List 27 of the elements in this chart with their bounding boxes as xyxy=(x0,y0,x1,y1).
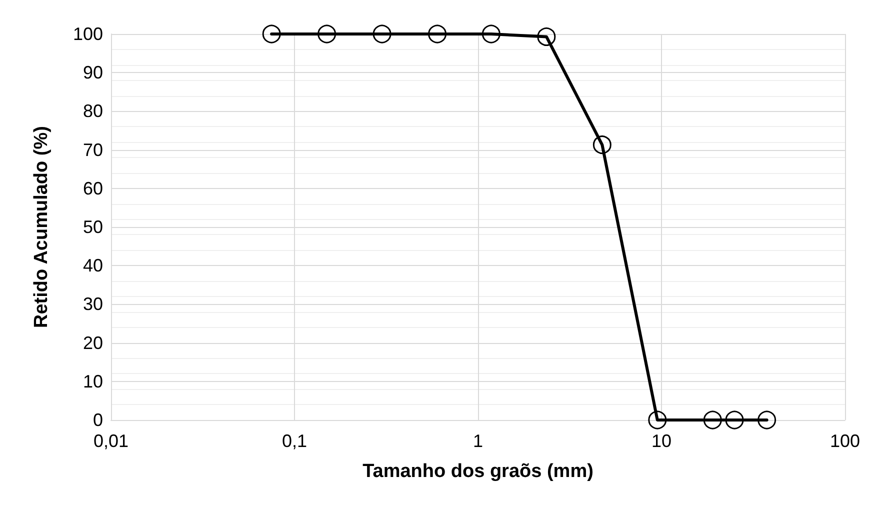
point xyxy=(318,24,336,44)
x-tick-label: 0,01 xyxy=(93,431,129,451)
point xyxy=(648,410,667,430)
x-axis-title: Tamanho dos graõs (mm) xyxy=(362,461,594,482)
point xyxy=(592,136,612,154)
point xyxy=(703,410,722,430)
x-tick-label: 0,1 xyxy=(282,431,308,451)
x-tick-label: 1 xyxy=(472,431,483,451)
y-tick-label: 20 xyxy=(82,332,103,353)
y-tick-label: 50 xyxy=(82,217,103,237)
y-tick-label: 90 xyxy=(82,62,103,83)
y-tick-label: 40 xyxy=(82,256,103,276)
y-tick-label: 100 xyxy=(72,24,103,44)
y-axis-title: Retido Acumulado (%) xyxy=(31,126,52,328)
y-tick-label: 60 xyxy=(82,178,103,198)
x-tick-label: 10 xyxy=(651,431,672,451)
y-tick-label: 70 xyxy=(82,140,103,160)
point xyxy=(262,24,281,44)
point xyxy=(482,24,500,44)
point xyxy=(537,27,556,46)
x-tick-label: 100 xyxy=(830,431,860,451)
point xyxy=(372,24,392,44)
y-tick-label: 0 xyxy=(92,410,103,430)
y-tick-label: 10 xyxy=(82,371,103,392)
y-tick-label: 30 xyxy=(82,294,103,314)
point xyxy=(428,24,447,44)
y-tick-label: 80 xyxy=(82,101,103,122)
